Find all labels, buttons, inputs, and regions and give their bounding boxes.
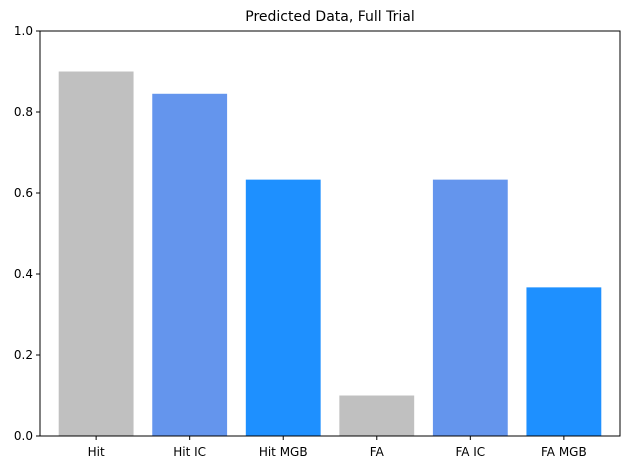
y-tick-label: 0.6 bbox=[14, 186, 33, 200]
y-tick-label: 0.0 bbox=[14, 429, 33, 443]
bar-fa-ic bbox=[432, 179, 508, 436]
chart-title: Predicted Data, Full Trial bbox=[245, 9, 415, 25]
y-tick-label: 1.0 bbox=[14, 24, 33, 38]
x-tick-label: FA bbox=[370, 445, 385, 459]
bar-hit-ic bbox=[152, 93, 228, 436]
bar-hit bbox=[58, 71, 134, 436]
x-tick-label: FA MGB bbox=[541, 445, 587, 459]
x-tick-label: Hit IC bbox=[173, 445, 206, 459]
bars-group bbox=[58, 71, 602, 436]
y-axis: 0.0 0.2 0.4 0.6 0.8 1.0 bbox=[14, 24, 40, 443]
bar-fa-mgb bbox=[526, 287, 602, 436]
y-tick-label: 0.4 bbox=[14, 267, 33, 281]
bar-hit-mgb bbox=[245, 179, 321, 436]
bar-fa bbox=[339, 395, 415, 436]
y-tick-label: 0.2 bbox=[14, 348, 33, 362]
plot-frame bbox=[39, 30, 621, 437]
y-tick-label: 0.8 bbox=[14, 105, 33, 119]
x-tick-label: Hit bbox=[88, 445, 105, 459]
x-axis: Hit Hit IC Hit MGB FA FA IC FA MGB bbox=[88, 436, 587, 459]
x-tick-label: Hit MGB bbox=[259, 445, 308, 459]
x-tick-label: FA IC bbox=[455, 445, 485, 459]
